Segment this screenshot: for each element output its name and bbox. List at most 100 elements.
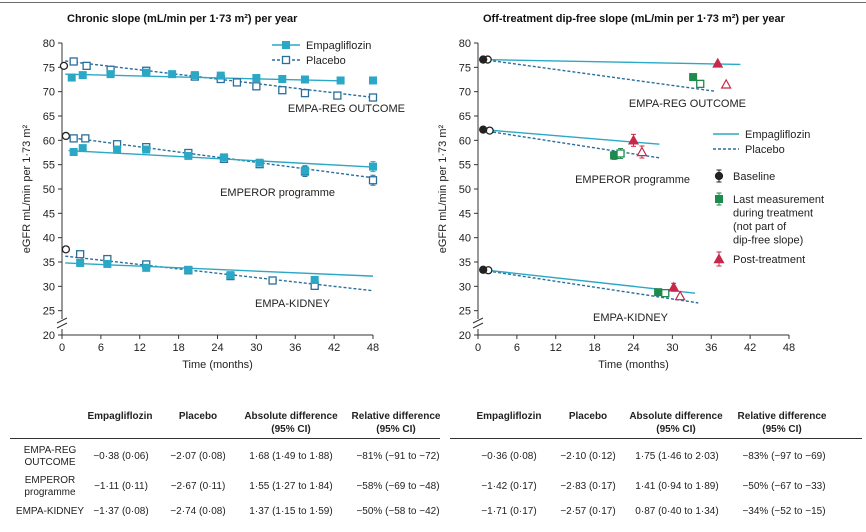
empagliflozin-point [336,76,345,85]
legend-last-measurement-label: Last measurement during treatment (not par… [733,194,824,247]
placebo-point [69,134,78,143]
empagliflozin-point [184,151,193,160]
cell-relative: −81% (−91 to −72) [356,451,440,462]
y-tick-label: 40 [43,233,55,245]
placebo-point [278,86,287,95]
row-label-empa-kidney: EMPA-KIDNEY [15,506,85,517]
y-tick-label: 45 [43,208,55,220]
cell-placebo: −2·67 (0·11) [170,481,226,492]
empagliflozin-point [67,73,76,82]
y-tick-label: 75 [43,62,55,74]
group-label: EMPA-KIDNEY [593,312,669,324]
y-tick-label: 30 [43,281,55,293]
cell-absolute: 0·87 (0·40 to 1·34) [635,506,719,517]
empagliflozin-point [310,276,319,285]
baseline-marker [61,245,71,254]
cell-empa: −0·38 (0·06) [93,451,149,462]
y-tick-label: 25 [459,306,471,318]
group-label: EMPA-KIDNEY [255,298,331,310]
cell-placebo: −2·07 (0·08) [170,451,226,462]
y-tick-label: 55 [459,160,471,172]
y-tick-label: 60 [459,135,471,147]
y-tick-label: 55 [43,160,55,172]
y-tick-label: 80 [459,38,471,50]
cell-relative: −58% (−69 to −48) [356,481,440,492]
empagliflozin-point [168,70,177,79]
empagliflozin-point [184,265,193,274]
baseline-marker [61,131,71,141]
x-tick-label: 36 [289,342,301,354]
x-tick-label: 6 [98,342,104,354]
cell-empa: −1·42 (0·17) [481,481,537,492]
x-tick-label: 12 [550,342,562,354]
table-rule [10,438,440,439]
cell-relative: −50% (−67 to −33) [742,481,826,492]
cell-empa: −0·36 (0·08) [481,451,537,462]
baseline-marker [479,265,488,274]
header-absolute-difference: Absolute difference (95% CI) [629,411,723,435]
placebo-point [232,78,242,87]
legend-baseline-label: Baseline [733,171,775,183]
legend-empagliflozin-marker [282,41,290,49]
y-axis-label: eGFR mL/min per 1·73 m² [437,124,449,253]
empagliflozin-trend-line [483,58,741,66]
y-tick-label: 40 [459,233,471,245]
chart-title: Off-treatment dip-free slope (mL/min per… [483,13,786,25]
cell-empa: −1·71 (0·17) [481,506,537,517]
empagliflozin-point [190,71,199,80]
row-label-emperor: EMPEROR programme [24,475,76,498]
x-tick-label: 30 [666,342,678,354]
empagliflozin-point [142,263,151,272]
y-tick-label: 50 [459,184,471,196]
x-tick-label: 18 [173,342,185,354]
post-treatment-empagliflozin [668,281,680,292]
x-tick-label: 24 [627,342,639,354]
placebo-trend-line [483,269,699,304]
empagliflozin-point [78,71,87,80]
y-tick-label: 20 [43,330,55,342]
x-tick-label: 48 [367,342,379,354]
empagliflozin-point [255,158,264,167]
header-empagliflozin: Empagliflozin [87,411,153,422]
baseline-marker [59,61,69,71]
y-tick-label: 60 [43,135,55,147]
empagliflozin-trend-line [65,262,374,277]
placebo-point [75,250,85,259]
x-tick-label: 18 [589,342,601,354]
empagliflozin-point [219,153,228,162]
last-measurement-empagliflozin [689,73,698,82]
legend-post-treatment-label: Post-treatment [733,254,805,266]
empagliflozin-point [278,75,287,84]
placebo-point [268,276,277,285]
x-tick-label: 0 [59,342,65,354]
legend-last-measurement-marker [715,195,723,203]
post-treatment-placebo [636,146,648,157]
x-tick-label: 30 [250,342,262,354]
legend-placebo-marker [281,55,291,65]
header-placebo: Placebo [568,411,608,422]
cell-absolute: 1·41 (0·94 to 1·89) [635,481,719,492]
cell-placebo: −2·10 (0·12) [560,451,616,462]
right-results-table: Empagliflozin Placebo Absolute differenc… [440,400,866,532]
x-tick-label: 6 [514,342,520,354]
empagliflozin-point [226,271,235,280]
cell-absolute: 1·37 (1·15 to 1·59) [249,506,333,517]
y-tick-label: 80 [43,38,55,50]
legend-post-treatment-marker [713,253,725,264]
group-label: EMPEROR programme [220,187,335,199]
axis-break [472,317,484,329]
x-axis-label: Time (months) [182,359,253,371]
placebo-point [368,93,378,102]
cell-relative: −34% (−52 to −15) [742,506,826,517]
x-tick-label: 48 [783,342,795,354]
y-tick-label: 45 [459,208,471,220]
header-absolute-difference: Absolute difference (95% CI) [244,411,338,435]
last-measurement-empagliflozin [654,288,663,297]
placebo-point [82,61,91,71]
left-results-table: Empagliflozin Placebo Absolute differenc… [0,400,440,532]
cell-empa: −1·37 (0·08) [93,506,149,517]
empagliflozin-point [369,162,377,171]
baseline-marker [479,125,488,134]
placebo-point [69,57,78,66]
